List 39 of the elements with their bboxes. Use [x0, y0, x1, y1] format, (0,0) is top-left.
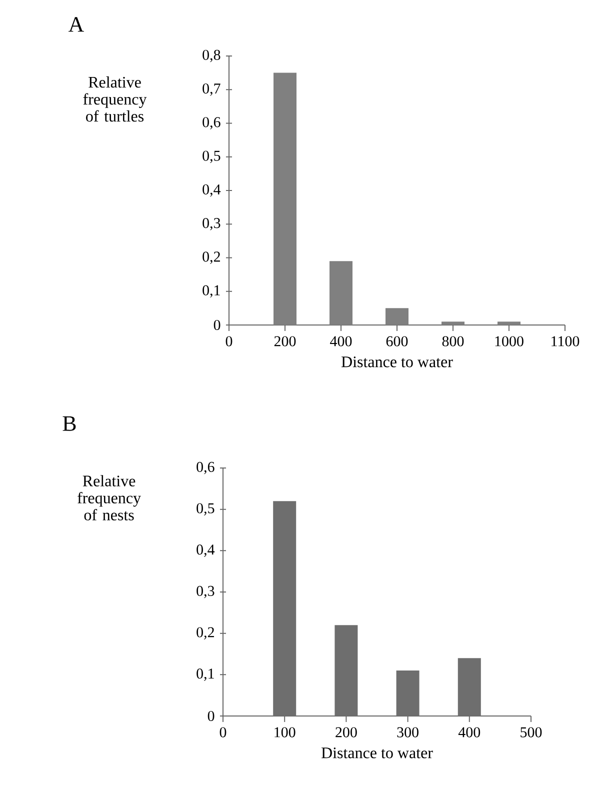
x-tick-label: 100 [274, 727, 296, 738]
bar [330, 261, 352, 325]
x-tick-label: 300 [397, 727, 418, 738]
y-tick-label: 0 [208, 710, 214, 722]
bar [498, 322, 520, 325]
y-tick-label: 0,2 [202, 252, 220, 264]
y-tick-label: 0,1 [196, 668, 214, 681]
bar [386, 308, 408, 325]
x-tick-label: 1100 [552, 336, 580, 346]
x-tick-label: 200 [336, 727, 357, 738]
y-tick-label: 0,6 [196, 462, 214, 474]
y-tick-label: 0,4 [202, 184, 221, 197]
y-tick-label: 0,3 [202, 218, 220, 230]
y-tick-label: 0,5 [202, 150, 220, 164]
x-tick-label: 0 [226, 336, 232, 346]
y-axis-title: Relative frequency of turtles [83, 76, 147, 122]
x-tick-label: 1000 [495, 336, 524, 346]
y-tick-label: 0 [214, 320, 220, 330]
y-axis-title: Relative frequency of nests [78, 475, 141, 520]
chart-title: B [62, 416, 76, 431]
x-axis-title: Distance to water [341, 356, 453, 368]
x-tick-label: 200 [274, 336, 296, 346]
x-tick-label: 500 [520, 727, 542, 738]
y-tick-label: 0,2 [196, 627, 214, 640]
bar [274, 72, 296, 325]
y-tick-label: 0,1 [202, 285, 220, 298]
x-tick-label: 800 [442, 336, 464, 346]
y-tick-label: 0,6 [202, 117, 220, 130]
y-tick-label: 0,7 [202, 83, 220, 96]
y-tick-label: 0,8 [202, 50, 220, 62]
y-tick-label: 0,4 [196, 544, 215, 557]
y-tick-label: 0,5 [196, 503, 214, 516]
x-tick-label: 600 [386, 336, 408, 346]
chart-title: A [68, 17, 84, 32]
bar [442, 322, 464, 325]
x-tick-label: 400 [330, 336, 352, 346]
x-tick-label: 400 [458, 727, 480, 738]
y-tick-label: 0,3 [196, 586, 214, 598]
x-axis-title: Distance to water [321, 748, 433, 758]
